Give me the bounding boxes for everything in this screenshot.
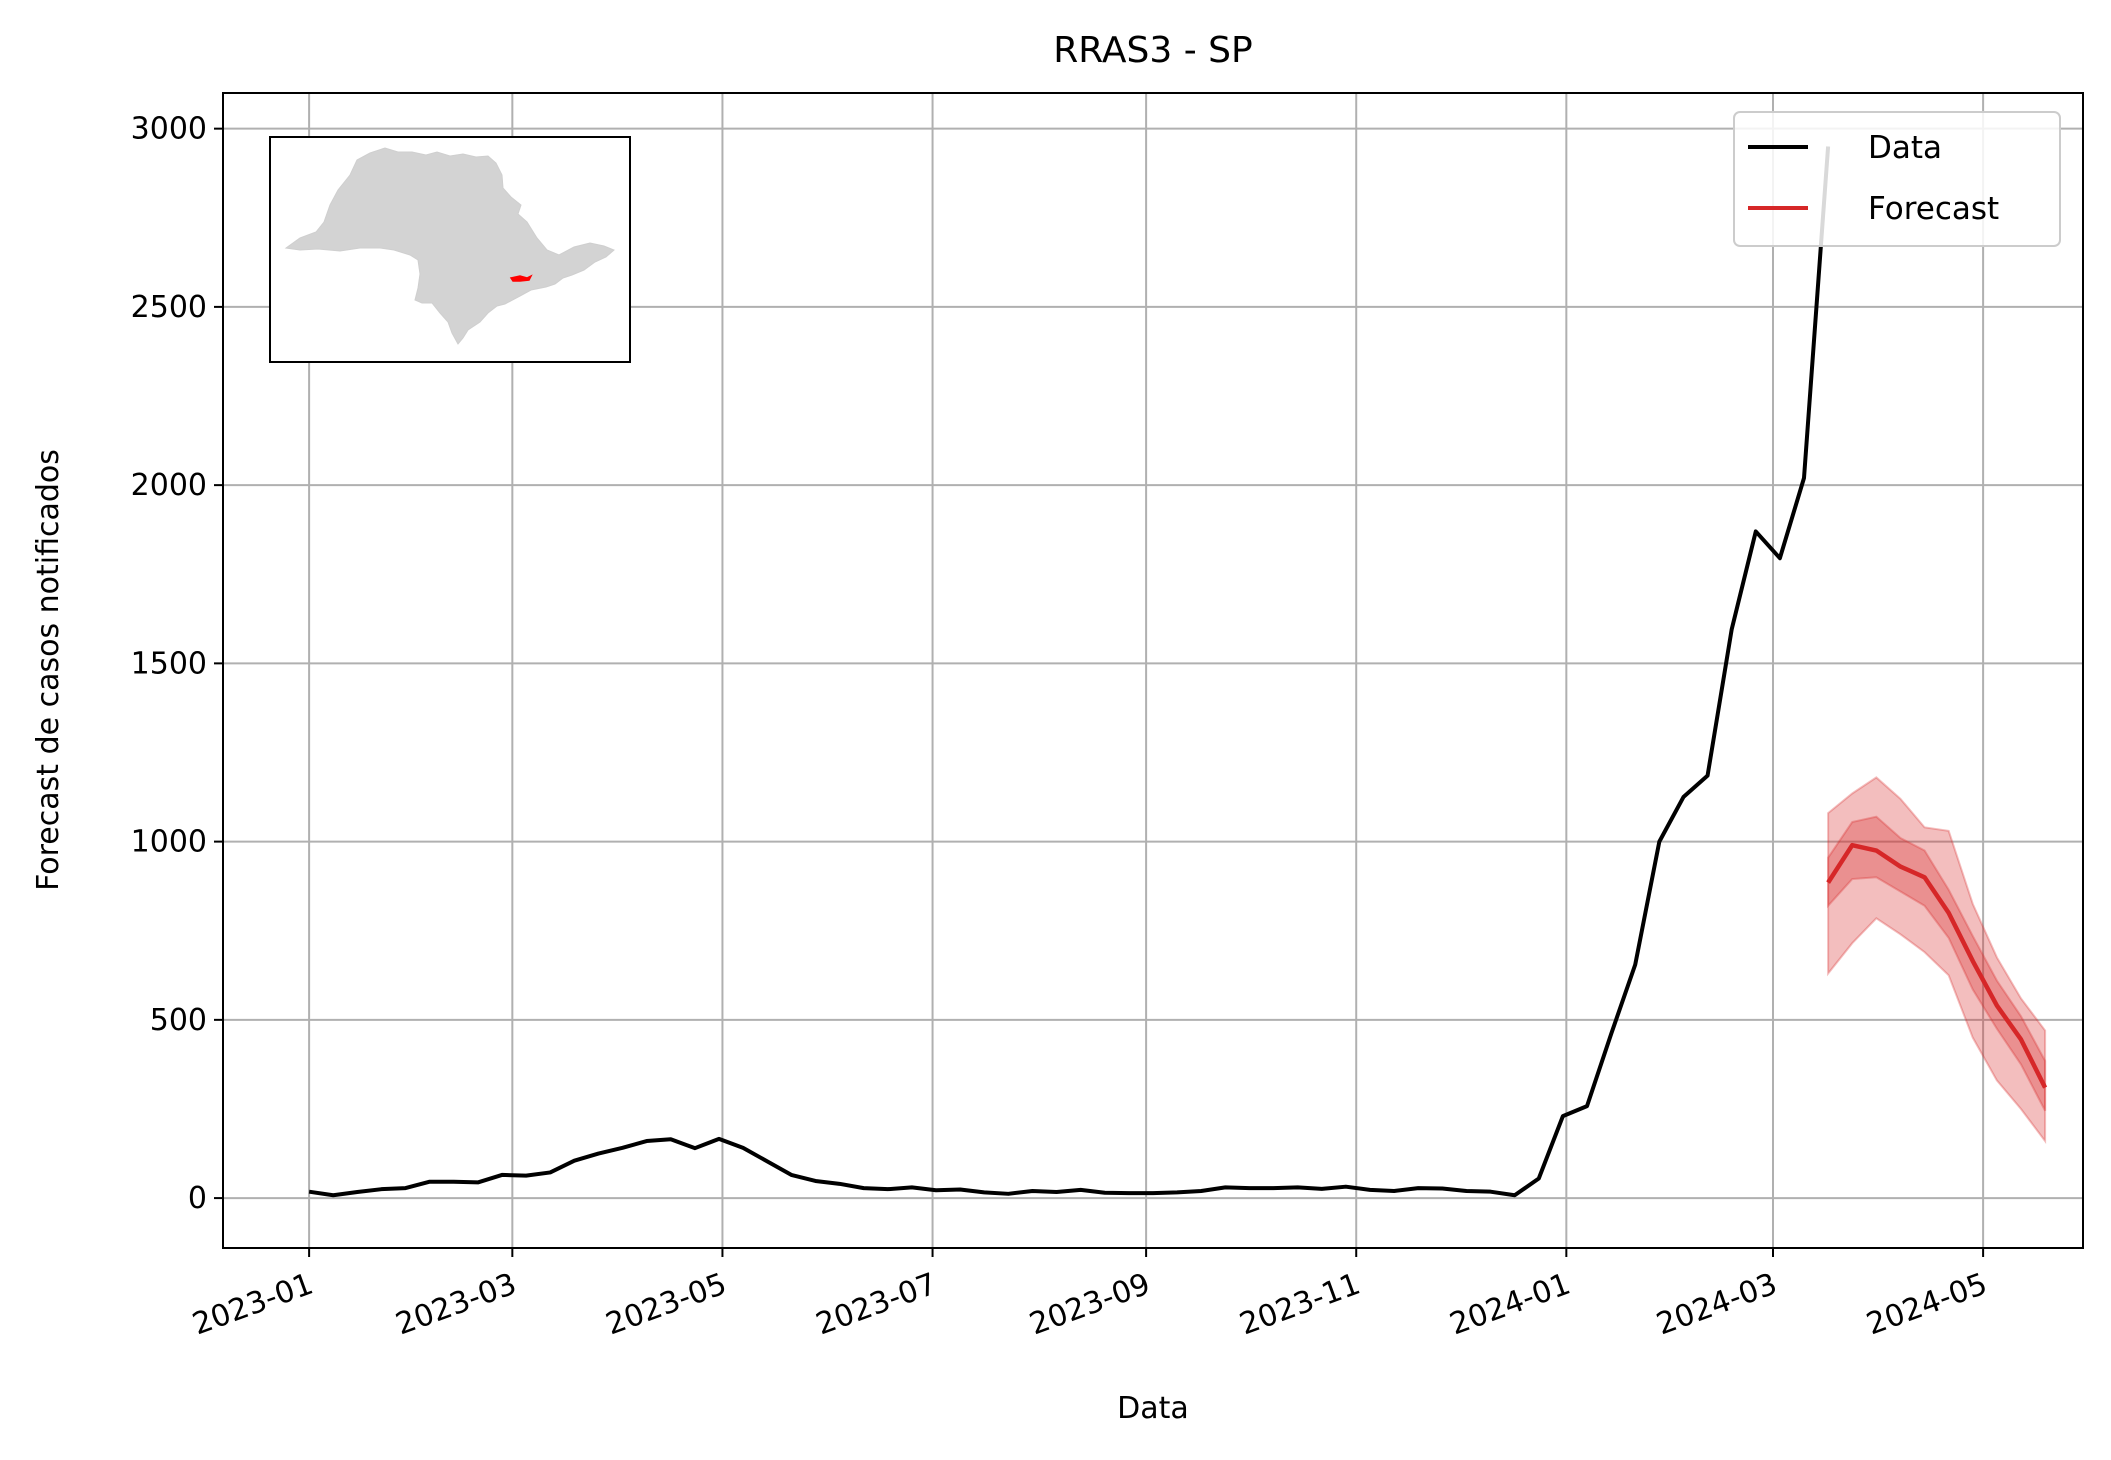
forecast-series-line bbox=[1826, 842, 2048, 1089]
y-tick-label: 2000 bbox=[131, 468, 207, 503]
legend-label-forecast: Forecast bbox=[1868, 191, 1999, 227]
y-tick-label: 1500 bbox=[131, 646, 207, 681]
chart-title: RRAS3 - SP bbox=[1053, 30, 1252, 71]
legend-box bbox=[1733, 111, 2061, 247]
grid-lines bbox=[223, 93, 2083, 1248]
y-tick-label: 500 bbox=[150, 1003, 207, 1038]
forecast-band-90 bbox=[1827, 776, 2047, 1145]
y-axis-title: Forecast de casos notificados bbox=[31, 449, 66, 891]
plot-frame bbox=[222, 92, 2084, 1249]
y-tick-label: 1000 bbox=[131, 825, 207, 860]
legend-label-data: Data bbox=[1868, 130, 1942, 166]
legend: Data Forecast bbox=[1733, 111, 2061, 247]
y-tick-label: 2500 bbox=[131, 290, 207, 325]
data-series-line bbox=[308, 146, 1831, 1198]
y-tick-label: 3000 bbox=[131, 112, 207, 147]
series-lines bbox=[308, 146, 2048, 1198]
rras3-region-marker bbox=[509, 274, 533, 282]
state-map-inset bbox=[269, 136, 631, 363]
y-tick-label: 0 bbox=[188, 1181, 207, 1216]
sao-paulo-state-map-icon bbox=[284, 147, 615, 345]
x-axis-title: Data bbox=[1117, 1391, 1189, 1426]
